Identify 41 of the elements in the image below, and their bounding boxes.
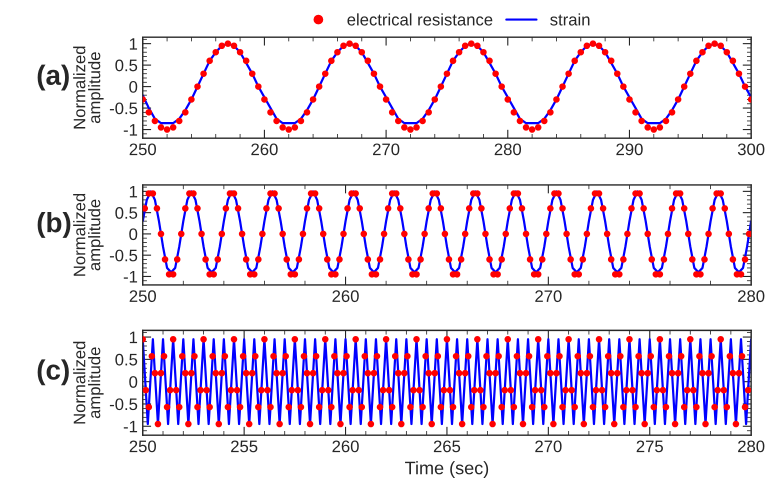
x-tick-label: 250 [130,290,156,302]
y-tick-label: 0 [129,228,138,240]
x-tick-label: 280 [494,143,522,156]
y-tick-label: 0.5 [115,60,138,72]
x-tick-label: 250 [130,440,156,452]
y-tick-label: 0.5 [115,207,138,219]
x-tick-label: 250 [130,143,156,156]
text: (b) [38,212,70,238]
y-axis-title: Normalized amplitude [73,46,104,128]
legend-label: electrical resistance [347,13,492,26]
y-tick-label: 1 [130,38,138,50]
x-tick-label: 270 [373,143,400,156]
x-tick-label: 270 [535,440,562,452]
y-axis-title: Normalized amplitude [73,342,104,424]
y-tick-label: 0 [129,376,138,388]
y-tick-label: 1 [130,186,138,198]
y-tick-label: -0.5 [110,398,138,410]
x-tick-label: 255 [231,440,258,452]
x-tick-label: 290 [616,143,643,156]
y-tick-label: -1 [124,271,138,282]
x-tick-label: 260 [251,143,278,156]
text: (a) [38,64,69,91]
y-tick-label: -0.5 [110,250,138,262]
legend-label: strain [550,13,590,26]
y-axis-title: Normalized amplitude [73,194,104,276]
x-tick-label: 300 [738,143,764,156]
y-tick-label: 1 [130,332,138,344]
y-tick-label: -1 [124,124,138,136]
y-tick-label: 0.5 [115,354,138,366]
x-tick-label: 270 [535,290,562,302]
x-tick-label: 265 [434,440,460,452]
x-tick-label: 280 [738,440,764,452]
y-tick-label: -1 [124,420,138,432]
y-tick-label: 0 [129,80,138,93]
x-tick-label: 260 [332,440,359,452]
x-tick-label: 275 [636,440,663,452]
x-tick-label: 260 [332,290,359,302]
y-tick-label: -0.5 [110,102,138,114]
x-tick-label: 280 [738,290,764,302]
text: (c) [38,359,69,386]
x-axis-title: Time (sec) [405,461,488,478]
